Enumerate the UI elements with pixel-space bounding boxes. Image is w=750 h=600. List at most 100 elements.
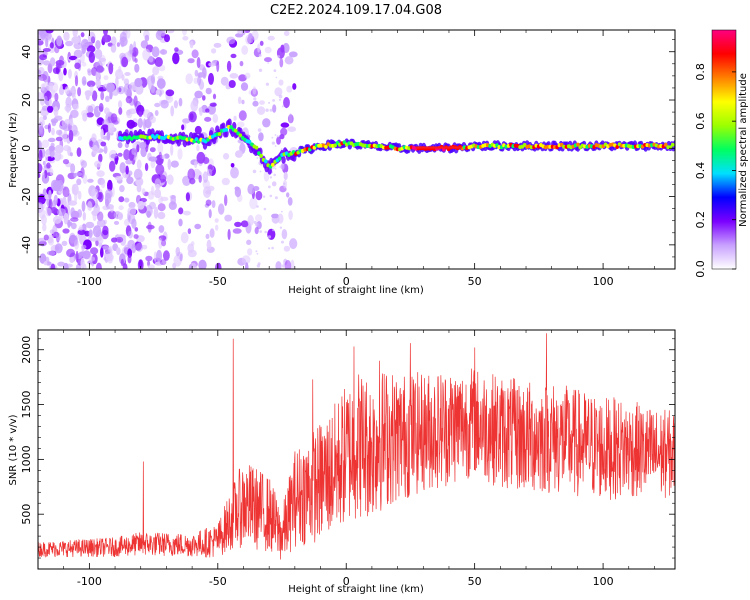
- noise-blob: [57, 208, 67, 217]
- noise-blob: [55, 232, 61, 241]
- noise-blob: [154, 178, 162, 190]
- noise-blob: [136, 144, 140, 153]
- noise-blob: [188, 264, 193, 269]
- noise-blob: [41, 214, 47, 225]
- noise-blob: [139, 142, 147, 150]
- noise-blob: [146, 210, 151, 218]
- noise-blob: [118, 205, 124, 211]
- noise-blob: [166, 174, 174, 185]
- noise-blob: [271, 181, 277, 187]
- noise-blob: [259, 40, 264, 46]
- x-tick-label: 0: [343, 275, 350, 288]
- noise-dot: [262, 195, 266, 198]
- noise-blob: [102, 225, 109, 236]
- noise-blob: [144, 34, 150, 42]
- noise-blob: [214, 218, 219, 223]
- y-tick-label: -20: [20, 188, 33, 206]
- noise-blob: [69, 256, 75, 264]
- noise-blob: [149, 147, 156, 153]
- ridge-core: [670, 142, 675, 147]
- x-tick-label: 100: [593, 575, 614, 588]
- noise-blob: [288, 113, 293, 124]
- noise-blob: [286, 85, 293, 93]
- noise-blob: [131, 52, 137, 62]
- noise-blob: [232, 228, 242, 234]
- noise-blob: [39, 253, 47, 264]
- noise-blob: [38, 237, 46, 243]
- noise-blob: [138, 111, 143, 118]
- noise-blob: [288, 51, 298, 58]
- noise-blob: [53, 194, 58, 206]
- noise-blob: [74, 62, 81, 70]
- noise-blob: [137, 118, 143, 128]
- noise-blob: [173, 100, 178, 109]
- noise-blob: [62, 159, 70, 165]
- noise-blob: [91, 133, 97, 143]
- noise-dot: [269, 194, 273, 198]
- noise-blob: [131, 218, 137, 229]
- chart-title: C2E2.2024.109.17.04.G08: [270, 3, 442, 18]
- noise-blob: [108, 62, 114, 75]
- noise-blob: [49, 57, 56, 67]
- noise-blob: [74, 75, 79, 87]
- noise-blob: [280, 122, 290, 128]
- noise-dot: [269, 108, 273, 112]
- noise-blob: [61, 240, 68, 246]
- noise-blob: [134, 77, 143, 88]
- noise-blob: [170, 144, 174, 156]
- ridge-core: [247, 139, 252, 144]
- noise-blob: [133, 234, 139, 239]
- noise-blob: [165, 89, 175, 97]
- noise-blob: [148, 55, 154, 63]
- noise-blob: [220, 76, 229, 86]
- noise-blob: [213, 42, 222, 48]
- noise-blob: [206, 239, 212, 250]
- noise-blob: [124, 218, 130, 227]
- noise-blob: [82, 174, 88, 185]
- noise-blob: [83, 263, 87, 269]
- noise-blob: [167, 30, 175, 34]
- noise-blob: [155, 164, 165, 175]
- noise-blob: [49, 42, 54, 49]
- noise-blob: [158, 195, 164, 204]
- noise-dot: [268, 185, 271, 189]
- noise-blob: [247, 248, 253, 256]
- noise-blob: [215, 224, 219, 231]
- noise-blob: [125, 165, 129, 175]
- noise-blob: [257, 43, 261, 53]
- noise-blob: [264, 46, 272, 54]
- noise-blob: [154, 57, 163, 67]
- noise-dot: [278, 94, 283, 99]
- noise-blob: [70, 207, 76, 219]
- noise-blob: [102, 34, 111, 43]
- noise-blob: [100, 141, 107, 147]
- noise-blob: [103, 30, 108, 36]
- ridge-halo: [281, 155, 286, 164]
- noise-blob: [158, 237, 163, 249]
- noise-dot: [252, 169, 257, 174]
- noise-blob: [100, 128, 104, 140]
- noise-blob: [62, 186, 70, 198]
- noise-blob: [95, 70, 101, 79]
- noise-blob: [114, 156, 119, 161]
- snr-y-ticks: 500 1000 1500 2000: [20, 336, 675, 559]
- noise-blob: [276, 136, 281, 145]
- noise-blob: [82, 250, 91, 260]
- noise-blob: [54, 92, 59, 102]
- noise-blob: [247, 35, 254, 44]
- noise-blob: [197, 75, 202, 86]
- noise-blob: [116, 247, 121, 256]
- noise-dot: [271, 246, 274, 250]
- noise-blob: [105, 189, 113, 199]
- noise-blob: [92, 225, 102, 238]
- noise-blob: [136, 104, 145, 116]
- noise-blob: [42, 60, 51, 66]
- noise-blob: [215, 262, 222, 269]
- noise-blob: [179, 253, 183, 262]
- noise-blob: [118, 107, 123, 115]
- noise-blob: [73, 42, 83, 50]
- ridge-core: [277, 156, 282, 161]
- noise-blob: [68, 129, 74, 142]
- noise-blob: [158, 225, 165, 233]
- noise-blob: [94, 49, 103, 59]
